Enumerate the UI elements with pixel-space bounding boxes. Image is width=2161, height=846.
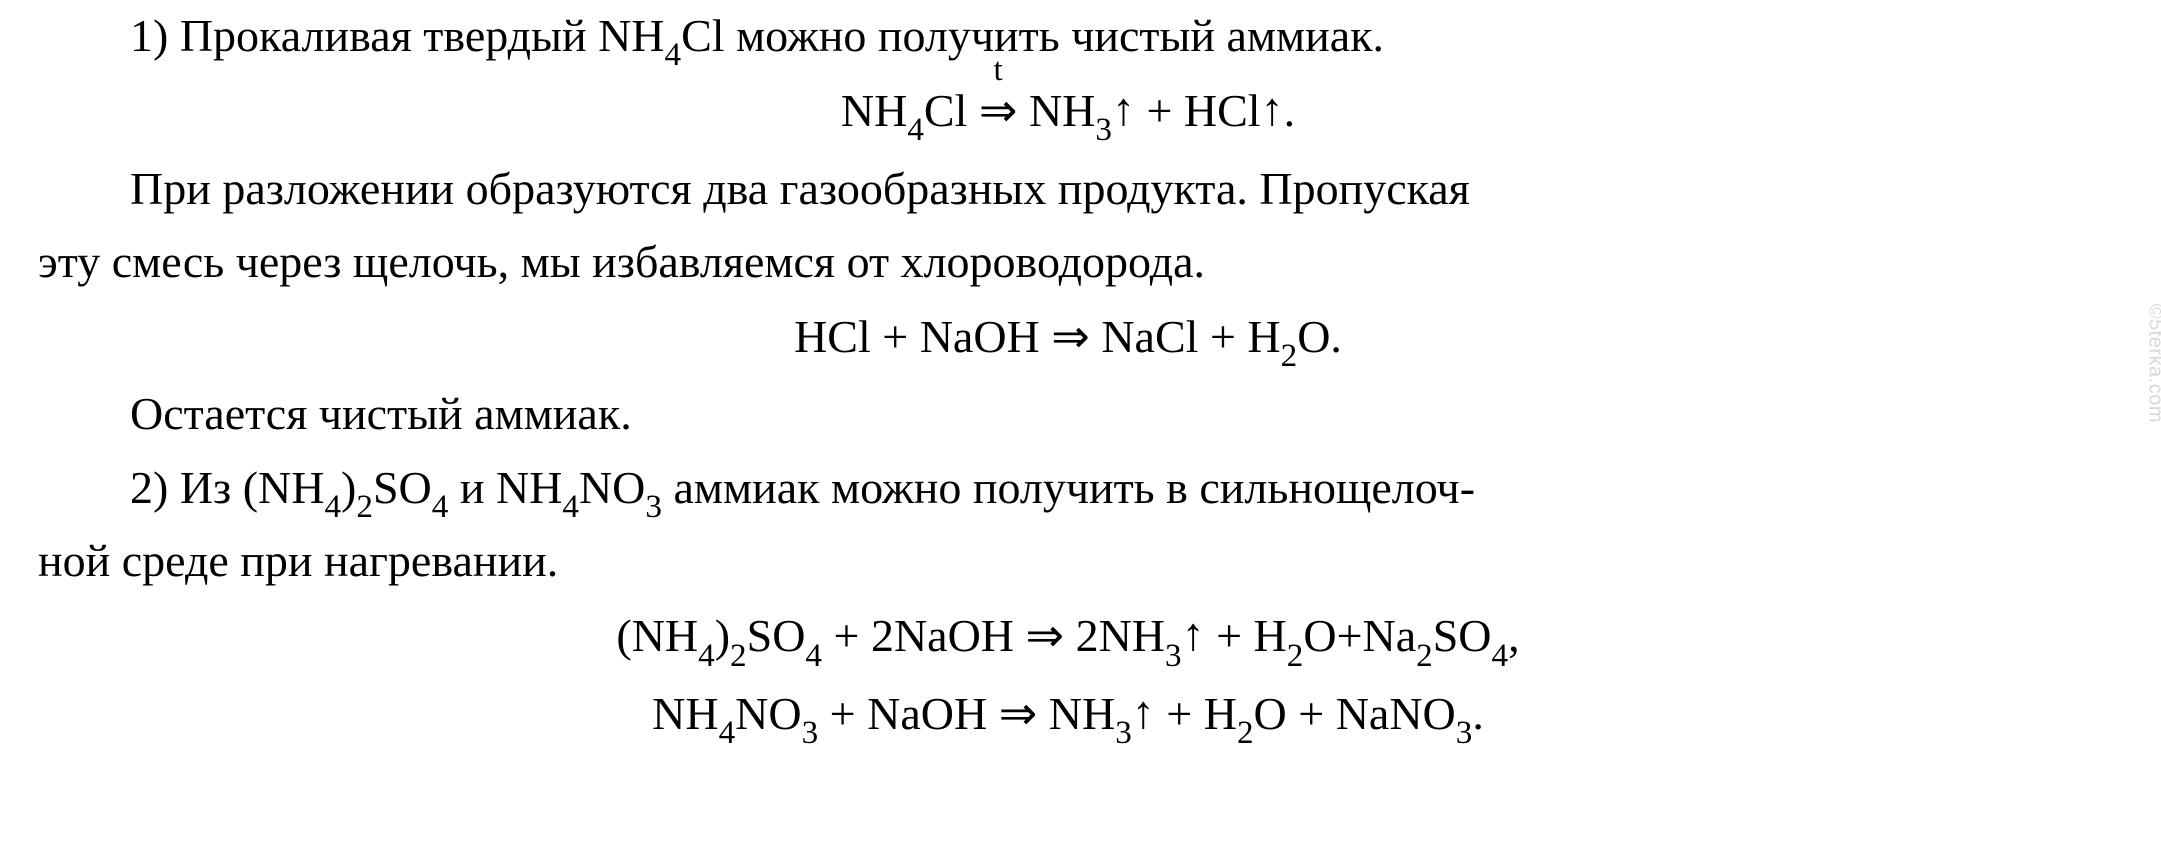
text: и	[448, 462, 496, 513]
formula-nh3: NH3	[1049, 688, 1132, 739]
gas-arrow-icon: ↑	[1182, 599, 1205, 670]
text: +	[1337, 610, 1363, 661]
formula-naoh: NaOH	[920, 311, 1040, 362]
formula-hcl: HCl	[1184, 85, 1261, 136]
formula-nano3: NaNO3	[1336, 688, 1473, 739]
paragraph-1: 1) Прокаливая твердый NH4Cl можно получи…	[38, 0, 2098, 71]
text: .	[1330, 311, 1342, 362]
text: ⇒	[999, 688, 1049, 739]
gas-arrow-icon: ↑	[1261, 74, 1284, 145]
text: аммиак можно получить в сильнощелоч-	[662, 462, 1475, 513]
equation-1: NH4Cl ⇒ NH3↑ + HCl↑.	[38, 75, 2098, 146]
formula-2naoh: 2NaOH	[871, 610, 1014, 661]
text: +	[1166, 688, 1203, 739]
equation-3: (NH4)2SO4 + 2NaOH ⇒ 2NH3↑ + H2O+Na2SO4,	[38, 600, 2098, 671]
formula-nacl: NaCl	[1101, 311, 1198, 362]
gas-arrow-icon: ↑	[1112, 74, 1135, 145]
text: ,	[1508, 610, 1520, 661]
formula-h2o: H2O	[1254, 610, 1337, 661]
formula-na2so4: Na2SO4	[1363, 610, 1509, 661]
text: При разложении образуются два газообразн…	[130, 163, 1470, 214]
formula-nh4-2-so4: (NH4)2SO4	[616, 610, 822, 661]
text: +	[1146, 85, 1183, 136]
text: 2) Из	[130, 462, 243, 513]
formula-nh4cl: NH4Cl	[841, 85, 967, 136]
paragraph-4-line-1: 2) Из (NH4)2SO4 и NH4NO3 аммиак можно по…	[38, 452, 2098, 523]
formula-naoh: NaOH	[867, 688, 987, 739]
formula-h2o: H2O	[1247, 311, 1330, 362]
gas-arrow-icon: ↑	[1132, 676, 1155, 747]
text: ной среде при нагревании.	[38, 535, 558, 586]
text: +	[833, 610, 870, 661]
text: эту смесь через щелочь, мы избавляемся о…	[38, 236, 1205, 287]
formula-nh4cl: NH4Cl	[598, 10, 724, 61]
text: Остается чистый аммиак.	[130, 388, 632, 439]
equation-2: HCl + NaOH ⇒ NaCl + H2O.	[38, 301, 2098, 372]
text: +	[1298, 688, 1335, 739]
text: .	[1284, 85, 1296, 136]
formula-nh4no3: NH4NO3	[496, 462, 662, 513]
formula-nh4-2-so4: (NH4)2SO4	[243, 462, 449, 513]
text: +	[830, 688, 867, 739]
paragraph-4-line-2: ной среде при нагревании.	[38, 525, 2098, 596]
text: +	[1210, 311, 1247, 362]
formula-nh3: NH3	[1029, 85, 1112, 136]
document-body: 1) Прокаливая твердый NH4Cl можно получи…	[38, 0, 2098, 755]
equation-4: NH4NO3 + NaOH ⇒ NH3↑ + H2O + NaNO3.	[38, 678, 2098, 749]
paragraph-3: Остается чистый аммиак.	[38, 378, 2098, 449]
paragraph-2-line-2: эту смесь через щелочь, мы избавляемся о…	[38, 226, 2098, 297]
text: можно получить чистый аммиак.	[725, 10, 1384, 61]
formula-h2o: H2O	[1204, 688, 1287, 739]
paragraph-2-line-1: При разложении образуются два газообразн…	[38, 153, 2098, 224]
watermark: ©5terka.com	[2144, 304, 2161, 423]
text: .	[1472, 688, 1484, 739]
text: +	[882, 311, 919, 362]
arrow-implies-heated: ⇒	[979, 75, 1018, 146]
formula-nh4no3: NH4NO3	[652, 688, 818, 739]
text: 1) Прокаливая твердый	[130, 10, 598, 61]
text: ⇒	[1051, 311, 1101, 362]
text: +	[1216, 610, 1253, 661]
formula-hcl: HCl	[794, 311, 871, 362]
text: ⇒	[1026, 610, 1076, 661]
formula-2nh3: 2NH3	[1076, 610, 1182, 661]
watermark-text: ©5terka.com	[2145, 304, 2161, 423]
